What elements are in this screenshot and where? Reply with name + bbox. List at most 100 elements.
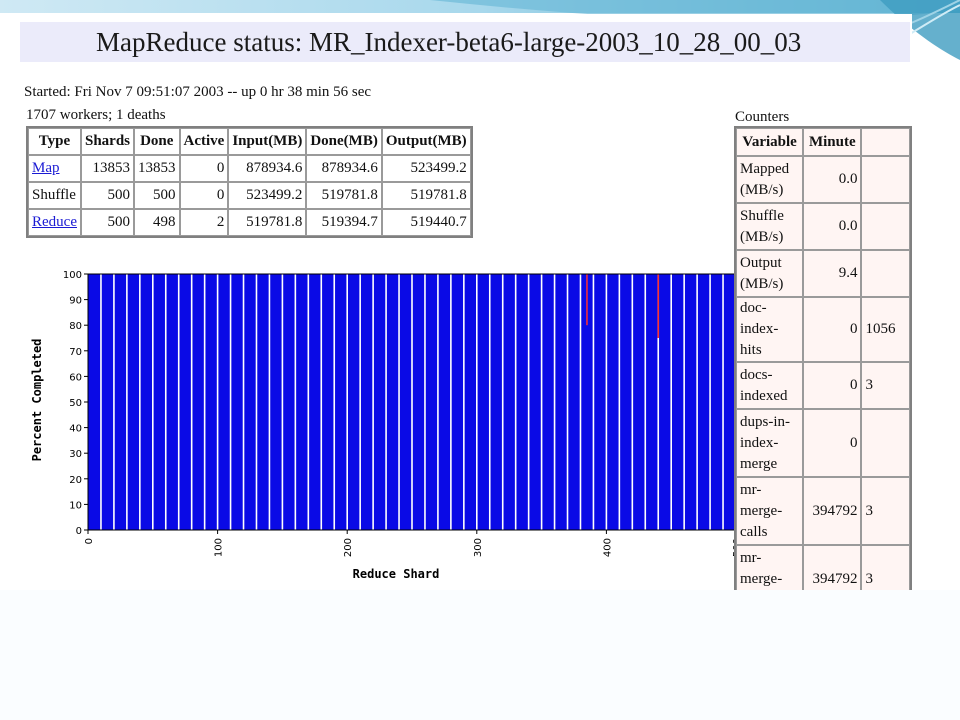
- status-table: Type Shards Done Active Input(MB) Done(M…: [26, 126, 473, 238]
- completed-bars: [88, 274, 734, 530]
- variable-cell: Output (MB/s): [736, 250, 804, 297]
- started-time: Started: Fri Nov 7 09:51:07 2003 -- up 0…: [24, 84, 372, 100]
- variable-cell: dups-in-index-merge: [736, 409, 804, 477]
- minute-cell: 0: [803, 362, 862, 409]
- done-cell: 500: [134, 182, 180, 209]
- done-cell: 13853: [134, 155, 180, 182]
- done-mb-cell: 878934.6: [306, 155, 382, 182]
- column-header: Active: [179, 128, 229, 155]
- column-header: Output(MB): [381, 128, 471, 155]
- column-header: Variable: [736, 128, 804, 156]
- input-cell: 878934.6: [228, 155, 307, 182]
- y-tick-label: 90: [69, 296, 82, 307]
- minute-cell: 394792: [803, 477, 862, 545]
- extra-cell: [861, 156, 910, 203]
- x-tick-label: 500: [732, 538, 734, 557]
- shards-cell: 500: [80, 209, 135, 236]
- y-tick-label: 20: [69, 475, 82, 486]
- type-cell: Map: [28, 155, 81, 182]
- input-cell: 523499.2: [228, 182, 307, 209]
- column-header: Done(MB): [306, 128, 382, 155]
- reduce-progress-chart: 0 10 20 30 40 50 60 70 80 90 100 0 100 200 300 400 500 R…: [30, 270, 734, 581]
- column-header: Shards: [80, 128, 135, 155]
- workers-summary: 1707 workers; 1 deaths: [26, 107, 166, 123]
- extra-cell: 3: [861, 477, 910, 545]
- table-row: mr-merge-calls 394792 3: [736, 477, 910, 545]
- table-row: dups-in-index-merge 0: [736, 409, 910, 477]
- table-row: Output (MB/s) 9.4: [736, 250, 910, 297]
- x-axis-label: Reduce Shard: [353, 567, 440, 581]
- y-tick-label: 0: [76, 526, 82, 537]
- table-row: Shuffle 500 500 0 523499.2 519781.8 5197…: [28, 182, 471, 209]
- column-header: Type: [28, 128, 81, 155]
- y-tick-label: 70: [69, 347, 82, 358]
- done-mb-cell: 519781.8: [306, 182, 382, 209]
- y-tick-label: 30: [69, 449, 82, 460]
- extra-cell: [861, 409, 910, 477]
- table-row: Shuffle (MB/s) 0.0: [736, 203, 910, 250]
- output-cell: 519781.8: [381, 182, 471, 209]
- y-tick-label: 60: [69, 372, 82, 383]
- extra-cell: [861, 203, 910, 250]
- column-header: Minute: [803, 128, 862, 156]
- active-cell: 0: [179, 182, 229, 209]
- minute-cell: 0: [803, 297, 862, 362]
- minute-cell: 394792: [803, 545, 862, 590]
- variable-cell: Shuffle (MB/s): [736, 203, 804, 250]
- output-cell: 523499.2: [381, 155, 471, 182]
- variable-cell: mr-merge-outputs: [736, 545, 804, 590]
- table-row: doc-index-hits 0 1056: [736, 297, 910, 362]
- y-tick-label: 10: [69, 500, 82, 511]
- extra-cell: [861, 250, 910, 297]
- minute-cell: 9.4: [803, 250, 862, 297]
- minute-cell: 0.0: [803, 156, 862, 203]
- x-tick-label: 0: [84, 538, 95, 544]
- page-title: MapReduce status: MR_Indexer-beta6-large…: [20, 22, 910, 62]
- x-tick-label: 300: [473, 538, 484, 557]
- chart-axes: 0 10 20 30 40 50 60 70 80 90 100 0 100 200 300 400 500: [63, 270, 734, 557]
- shards-cell: 13853: [80, 155, 135, 182]
- variable-cell: Mapped (MB/s): [736, 156, 804, 203]
- status-page-screenshot: MapReduce status: MR_Indexer-beta6-large…: [18, 14, 912, 590]
- variable-cell: docs-indexed: [736, 362, 804, 409]
- extra-cell: 1056: [861, 297, 910, 362]
- minute-cell: 0: [803, 409, 862, 477]
- y-axis-label: Percent Completed: [30, 339, 44, 462]
- y-tick-label: 50: [69, 398, 82, 409]
- extra-cell: 3: [861, 545, 910, 590]
- extra-cell: 3: [861, 362, 910, 409]
- minute-cell: 0.0: [803, 203, 862, 250]
- output-cell: 519440.7: [381, 209, 471, 236]
- table-row: Reduce 500 498 2 519781.8 519394.7 51944…: [28, 209, 471, 236]
- counters-header-row: Variable Minute: [736, 128, 910, 156]
- active-cell: 2: [179, 209, 229, 236]
- column-header: [861, 128, 910, 156]
- input-cell: 519781.8: [228, 209, 307, 236]
- x-tick-label: 400: [602, 538, 613, 557]
- column-header: Input(MB): [228, 128, 307, 155]
- bottom-band: [0, 590, 960, 720]
- x-tick-label: 200: [343, 538, 354, 557]
- type-cell: Shuffle: [28, 182, 81, 209]
- y-tick-label: 80: [69, 321, 82, 332]
- type-cell: Reduce: [28, 209, 81, 236]
- chart-plot-area: [88, 274, 734, 530]
- table-row: docs-indexed 0 3: [736, 362, 910, 409]
- done-cell: 498: [134, 209, 180, 236]
- reduce-link[interactable]: Reduce: [32, 214, 77, 230]
- table-row: Map 13853 13853 0 878934.6 878934.6 5234…: [28, 155, 471, 182]
- variable-cell: doc-index-hits: [736, 297, 804, 362]
- active-cell: 0: [179, 155, 229, 182]
- counters-label: Counters: [735, 109, 790, 125]
- table-row: mr-merge-outputs 394792 3: [736, 545, 910, 590]
- table-row: Mapped (MB/s) 0.0: [736, 156, 910, 203]
- status-header-row: Type Shards Done Active Input(MB) Done(M…: [28, 128, 471, 155]
- variable-cell: mr-merge-calls: [736, 477, 804, 545]
- map-link[interactable]: Map: [32, 160, 60, 176]
- y-tick-label: 100: [63, 270, 82, 281]
- counters-table: Variable Minute Mapped (MB/s) 0.0 Shuffl…: [734, 126, 912, 590]
- x-tick-label: 100: [214, 538, 225, 557]
- shards-cell: 500: [80, 182, 135, 209]
- done-mb-cell: 519394.7: [306, 209, 382, 236]
